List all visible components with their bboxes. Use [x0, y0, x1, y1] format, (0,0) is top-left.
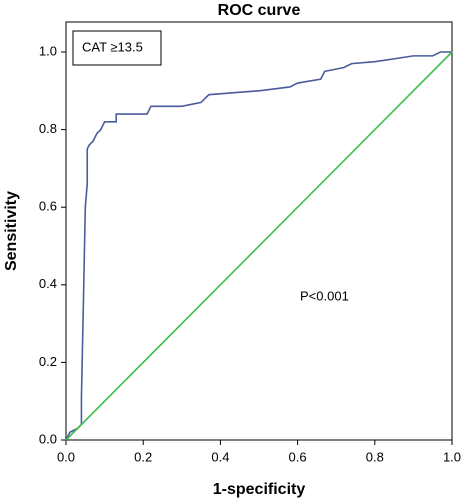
- roc-line: [65, 51, 453, 441]
- x-tick-label: 1.0: [443, 449, 461, 464]
- annotation: P<0.001: [300, 288, 349, 303]
- y-tick-label: 1.0: [39, 43, 57, 58]
- x-tick-label: 0.6: [289, 449, 307, 464]
- x-tick-label: 0.8: [366, 449, 384, 464]
- y-tick-label: 0.8: [39, 121, 57, 136]
- x-tick-label: 0.2: [134, 449, 152, 464]
- chart-title: ROC curve: [218, 2, 301, 19]
- y-tick-label: 0.6: [39, 199, 57, 214]
- annotation: CAT ≥13.5: [82, 39, 143, 54]
- plot-frame: [65, 21, 453, 441]
- y-tick-label: 0.4: [39, 276, 57, 291]
- y-tick-label: 0.0: [39, 431, 57, 446]
- x-tick-label: 0.4: [211, 449, 229, 464]
- x-tick-label: 0.0: [57, 449, 75, 464]
- annotation-box: [72, 30, 162, 66]
- y-tick-label: 0.2: [39, 354, 57, 369]
- x-axis-label: 1-specificity: [213, 481, 306, 498]
- roc-line: [65, 51, 452, 441]
- y-axis-label: Sensitivity: [3, 191, 20, 271]
